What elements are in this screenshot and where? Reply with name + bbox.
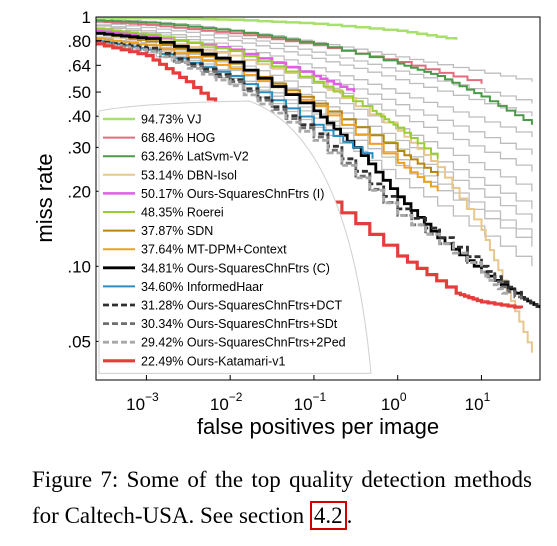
legend-entry-13: 22.49% Ours-Katamari-v1 bbox=[141, 354, 286, 368]
y-axis-ticks: 1 .80 .64 .50 .40 .30 .20 .10 .05 bbox=[67, 8, 101, 351]
series-curves bbox=[96, 17, 540, 353]
y-tick-label: .50 bbox=[67, 83, 91, 102]
legend-box bbox=[98, 100, 372, 374]
legend-entry-2: 63.26% LatSvm-V2 bbox=[141, 150, 249, 164]
background-curve bbox=[96, 21, 533, 117]
series-line-8 bbox=[96, 31, 540, 309]
legend-entry-8: 34.81% Ours-SquaresChnFtrs (C) bbox=[141, 261, 330, 275]
legend: 94.73% VJ 68.46% HOG 63.26% LatSvm-V2 53.14… bbox=[98, 100, 372, 374]
x-tick-label: 10−3 bbox=[126, 390, 159, 414]
background-curve bbox=[96, 19, 533, 104]
legend-entry-1: 68.46% HOG bbox=[141, 131, 215, 145]
legend-entry-3: 53.14% DBN-Isol bbox=[141, 168, 237, 182]
legend-entry-7: 37.64% MT-DPM+Context bbox=[141, 243, 287, 257]
y-tick-label: .64 bbox=[67, 56, 91, 75]
plot-frame bbox=[95, 16, 541, 381]
legend-entry-9: 34.60% InformedHaar bbox=[141, 280, 263, 294]
y-tick-label: .05 bbox=[67, 332, 91, 351]
x-tick-label: 101 bbox=[465, 390, 491, 414]
y-tick-label: 1 bbox=[82, 8, 91, 27]
y-tick-label: .20 bbox=[67, 182, 91, 201]
series-line-0 bbox=[96, 17, 458, 40]
legend-entry-11: 30.34% Ours-SquaresChnFtrs+SDt bbox=[141, 317, 338, 331]
x-tick-label: 10−1 bbox=[294, 390, 327, 414]
legend-entry-10: 31.28% Ours-SquaresChnFtrs+DCT bbox=[141, 299, 342, 313]
legend-entry-12: 29.42% Ours-SquaresChnFtrs+2Ped bbox=[141, 336, 346, 350]
x-tick-label: 100 bbox=[381, 390, 407, 414]
y-tick-label: .10 bbox=[67, 257, 91, 276]
x-axis-ticks: 10−3 10−2 10−1 100 101 bbox=[126, 375, 491, 414]
legend-entry-0: 94.73% VJ bbox=[141, 113, 201, 127]
legend-entry-4: 50.17% Ours-SquaresChnFtrs (I) bbox=[141, 187, 324, 201]
y-axis-label: miss rate bbox=[32, 153, 57, 242]
caption-end: . bbox=[346, 503, 353, 528]
legend-entry-5: 48.35% Roerei bbox=[141, 206, 224, 220]
x-axis-label: false positives per image bbox=[197, 414, 439, 439]
y-tick-label: .40 bbox=[67, 107, 91, 126]
caption-text: Figure 7: Some of the top quality detect… bbox=[32, 467, 532, 528]
x-tick-label: 10−2 bbox=[210, 390, 243, 414]
y-tick-label: .30 bbox=[67, 138, 91, 157]
series-line-2 bbox=[96, 19, 533, 125]
series-line-5 bbox=[96, 27, 439, 159]
y-tick-label: .80 bbox=[67, 32, 91, 51]
legend-entry-6: 37.87% SDN bbox=[141, 224, 213, 238]
figure-caption: Figure 7: Some of the top quality detect… bbox=[32, 462, 532, 534]
miss-rate-chart: 1.80.64.50.40.30.20.10.05 10−3 10−2 10−1 10… bbox=[32, 8, 541, 439]
series-line-12 bbox=[96, 41, 509, 298]
section-reference-link[interactable]: 4.2 bbox=[309, 501, 347, 530]
